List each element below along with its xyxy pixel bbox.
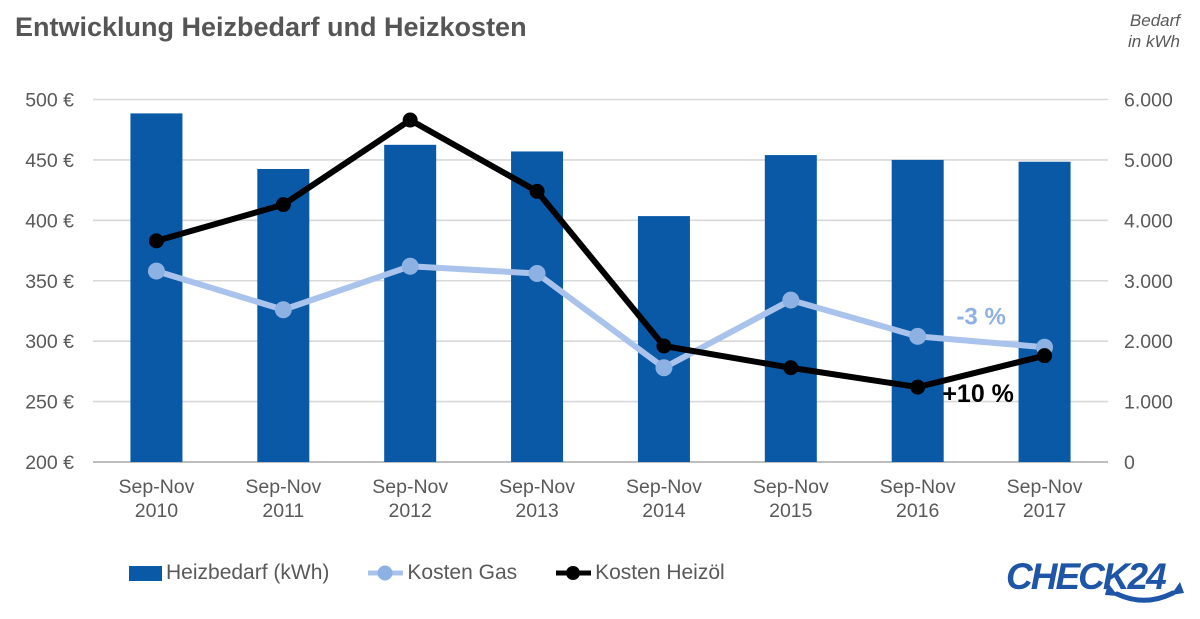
x-axis-label-year: 2017: [1023, 500, 1066, 522]
legend-item-heizbedarf: Heizbedarf (kWh): [129, 561, 329, 585]
kosten-heizoel-point-2013: [529, 183, 545, 199]
oil-line-marker-icon: [556, 566, 592, 580]
gas-line-marker-icon: [368, 565, 404, 581]
swoosh-right-arrow-icon: [1171, 582, 1184, 595]
gas-change-annotation: -3 %: [956, 303, 1005, 330]
x-axis-label-year: 2011: [262, 500, 304, 522]
chart-title: Entwicklung Heizbedarf und Heizkosten: [15, 12, 527, 42]
kosten-heizoel-point-2017: [1037, 348, 1053, 364]
right-axis-tick-label: 1.000: [1124, 392, 1173, 414]
kosten-heizoel-point-2011: [275, 197, 291, 213]
x-axis-label-year: 2013: [515, 500, 558, 522]
bar-heizbedarf-2013: [511, 151, 564, 463]
right-axis-unit-label: Bedarf in kWh: [1128, 10, 1180, 52]
kosten-gas-point-2013: [528, 265, 546, 282]
kosten-heizoel-point-2012: [402, 112, 418, 128]
x-axis-label-period: Sep-Nov: [119, 476, 195, 498]
right-axis-tick-label: 0: [1124, 452, 1135, 474]
legend-item-heizoel: Kosten Heizöl: [555, 561, 725, 585]
kosten-gas-point-2011: [274, 301, 292, 319]
right-axis-tick-label: 5.000: [1124, 150, 1173, 172]
legend-label-heizoel: Kosten Heizöl: [595, 561, 725, 584]
x-axis-label-period: Sep-Nov: [1007, 476, 1083, 498]
right-axis-unit-line2: in kWh: [1128, 32, 1180, 51]
right-axis-tick-label: 4.000: [1124, 210, 1173, 232]
kosten-heizoel-line: [153, 117, 1048, 391]
right-axis-unit-line1: Bedarf: [1129, 11, 1180, 30]
x-axis-label-period: Sep-Nov: [499, 476, 575, 498]
kosten-heizoel-point-2014: [656, 338, 672, 354]
right-axis-tick-label: 6.000: [1124, 90, 1173, 112]
x-axis-label-year: 2016: [896, 500, 939, 522]
kosten-gas-point-2016: [909, 327, 927, 345]
x-axis-label-year: 2015: [769, 500, 813, 522]
bar-heizbedarf-2010: [130, 113, 183, 462]
check24-swoosh-icon: [1114, 590, 1176, 603]
x-axis-label-period: Sep-Nov: [626, 476, 702, 498]
kosten-gas-line: [153, 263, 1048, 371]
left-axis-tick-label: 450 €: [25, 150, 74, 172]
kosten-heizoel-point-2010: [148, 233, 164, 249]
kosten-gas-point-2012: [401, 257, 419, 275]
right-axis-tick-label: 3.000: [1124, 271, 1173, 293]
left-axis-tick-label: 400 €: [25, 210, 74, 232]
x-axis-label-year: 2010: [135, 500, 179, 522]
kosten-heizoel-point-2016: [910, 379, 926, 395]
bar-heizbedarf-2016: [891, 159, 944, 462]
left-axis-tick-label: 200 €: [25, 452, 74, 474]
kosten-heizoel-point-2015: [783, 360, 799, 376]
kosten-gas-point-2010: [147, 262, 165, 280]
legend-label-gas: Kosten Gas: [407, 561, 518, 584]
left-axis-tick-label: 500 €: [25, 90, 74, 112]
x-axis-label-period: Sep-Nov: [245, 476, 321, 498]
x-axis-label-period: Sep-Nov: [880, 476, 956, 498]
left-axis-tick-label: 250 €: [25, 392, 74, 414]
swoosh-left-arrow-icon: [1105, 583, 1118, 596]
x-axis-label-period: Sep-Nov: [372, 476, 448, 498]
oil-change-annotation: +10 %: [942, 380, 1014, 408]
check24-logo-text: CHECK24: [1006, 556, 1166, 597]
left-axis-tick-label: 300 €: [25, 331, 74, 353]
kosten-gas-point-2015: [782, 291, 800, 309]
bar-heizbedarf-2012: [384, 144, 437, 462]
bar-series-swatch: [129, 565, 162, 581]
x-axis-label-period: Sep-Nov: [753, 476, 829, 498]
combo-chart: 500 € 6.000 450 € 5.000 400 € 4.000 350 € 3.000…: [25, 90, 1173, 523]
legend-item-gas: Kosten Gas: [367, 561, 517, 585]
x-axis-label-year: 2014: [642, 500, 686, 522]
check24-logo: CHECK24: [1006, 556, 1184, 603]
right-axis-tick-label: 2.000: [1124, 331, 1173, 353]
bar-heizbedarf-2017: [1018, 161, 1071, 462]
chart-legend: Heizbedarf (kWh) Kosten Gas Kosten Heizö…: [129, 561, 725, 585]
legend-label-heizbedarf: Heizbedarf (kWh): [166, 561, 330, 584]
left-axis-tick-label: 350 €: [25, 271, 74, 293]
kosten-gas-point-2014: [655, 359, 673, 377]
x-axis-label-year: 2012: [388, 500, 431, 522]
